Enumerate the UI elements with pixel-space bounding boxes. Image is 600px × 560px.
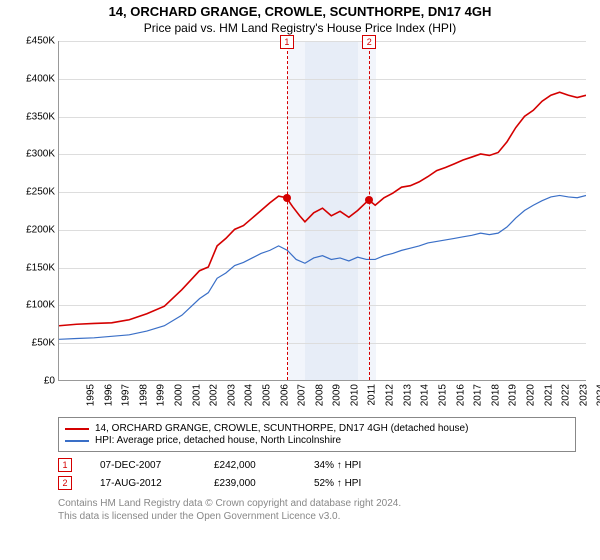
y-tick-label: £200K <box>26 224 59 235</box>
event-dot <box>365 196 373 204</box>
x-tick-label: 2006 <box>279 384 290 406</box>
x-tick-label: 2008 <box>314 384 325 406</box>
x-tick-label: 2005 <box>261 384 272 406</box>
title-address: 14, ORCHARD GRANGE, CROWLE, SCUNTHORPE, … <box>0 4 600 19</box>
transaction-row: 2 17-AUG-2012 £239,000 52% ↑ HPI <box>58 474 576 492</box>
transaction-marker: 1 <box>58 458 72 472</box>
transaction-marker: 2 <box>58 476 72 490</box>
x-tick-label: 2010 <box>349 384 360 406</box>
event-dot <box>283 194 291 202</box>
chart-titles: 14, ORCHARD GRANGE, CROWLE, SCUNTHORPE, … <box>0 0 600 35</box>
y-tick-label: £0 <box>44 376 59 387</box>
title-subtitle: Price paid vs. HM Land Registry's House … <box>0 21 600 35</box>
transaction-row: 1 07-DEC-2007 £242,000 34% ↑ HPI <box>58 456 576 474</box>
event-marker-box: 2 <box>362 35 376 49</box>
x-tick-label: 2016 <box>455 384 466 406</box>
transaction-date: 07-DEC-2007 <box>100 460 186 471</box>
y-tick-label: £50K <box>32 338 59 349</box>
x-tick-label: 2001 <box>191 384 202 406</box>
plot-area: £0£50K£100K£150K£200K£250K£300K£350K£400… <box>58 41 586 381</box>
x-tick-label: 2002 <box>208 384 219 406</box>
x-tick-label: 1999 <box>156 384 167 406</box>
y-tick-label: £300K <box>26 149 59 160</box>
transactions-table: 1 07-DEC-2007 £242,000 34% ↑ HPI 2 17-AUG-201… <box>58 456 576 492</box>
x-tick-label: 2024 <box>596 384 600 406</box>
footnote: Contains HM Land Registry data © Crown c… <box>58 498 576 523</box>
x-tick-label: 2023 <box>578 384 589 406</box>
transaction-delta: 52% ↑ HPI <box>314 478 361 489</box>
legend-row: 14, ORCHARD GRANGE, CROWLE, SCUNTHORPE, … <box>65 423 569 434</box>
transaction-price: £242,000 <box>214 460 286 471</box>
x-tick-label: 2011 <box>366 384 377 406</box>
chart-area: £0 £50K £100K £150K £200K £250K £300K £350K £400… <box>14 41 586 411</box>
x-tick-label: 2004 <box>244 384 255 406</box>
x-tick-label: 2007 <box>296 384 307 406</box>
transaction-delta: 34% ↑ HPI <box>314 460 361 471</box>
footnote-line1: Contains HM Land Registry data © Crown c… <box>58 498 576 511</box>
event-vline <box>287 41 288 380</box>
x-tick-label: 2000 <box>173 384 184 406</box>
event-vline <box>369 41 370 380</box>
x-tick-label: 2009 <box>332 384 343 406</box>
y-tick-label: £250K <box>26 187 59 198</box>
y-tick-label: £450K <box>26 36 59 47</box>
y-tick-label: £100K <box>26 300 59 311</box>
legend-row: HPI: Average price, detached house, Nort… <box>65 435 569 446</box>
series-line <box>59 195 586 339</box>
legend: 14, ORCHARD GRANGE, CROWLE, SCUNTHORPE, … <box>58 417 576 452</box>
transaction-price: £239,000 <box>214 478 286 489</box>
legend-swatch <box>65 428 89 430</box>
x-tick-label: 2022 <box>560 384 571 406</box>
y-tick-label: £150K <box>26 262 59 273</box>
x-tick-label: 2017 <box>472 384 483 406</box>
x-tick-label: 2019 <box>508 384 519 406</box>
y-tick-label: £400K <box>26 73 59 84</box>
x-tick-label: 2021 <box>543 384 554 406</box>
legend-label: HPI: Average price, detached house, Nort… <box>95 435 341 446</box>
footnote-line2: This data is licensed under the Open Gov… <box>58 511 576 524</box>
x-tick-label: 1997 <box>120 384 131 406</box>
legend-label: 14, ORCHARD GRANGE, CROWLE, SCUNTHORPE, … <box>95 423 468 434</box>
transaction-date: 17-AUG-2012 <box>100 478 186 489</box>
x-tick-label: 1995 <box>85 384 96 406</box>
line-series-svg <box>59 41 586 380</box>
x-tick-label: 2018 <box>490 384 501 406</box>
x-tick-label: 2015 <box>437 384 448 406</box>
event-marker-box: 1 <box>280 35 294 49</box>
legend-swatch <box>65 440 89 442</box>
x-tick-label: 2020 <box>525 384 536 406</box>
x-tick-label: 2003 <box>226 384 237 406</box>
series-line <box>59 92 586 326</box>
x-tick-label: 2012 <box>384 384 395 406</box>
x-tick-label: 2013 <box>402 384 413 406</box>
y-tick-label: £350K <box>26 111 59 122</box>
x-tick-label: 1998 <box>138 384 149 406</box>
x-tick-label: 2014 <box>420 384 431 406</box>
x-tick-label: 1996 <box>103 384 114 406</box>
